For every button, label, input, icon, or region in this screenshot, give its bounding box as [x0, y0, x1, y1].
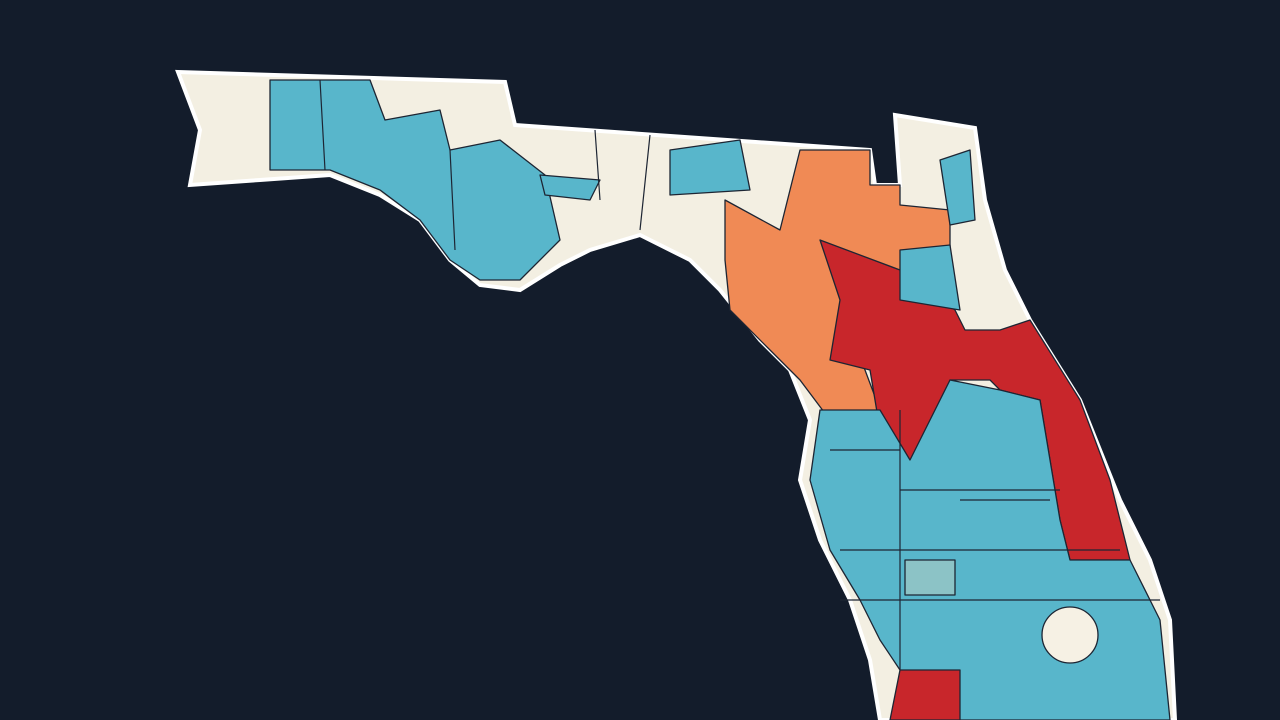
county-region-south-red	[889, 669, 961, 720]
county-region-big-bend	[539, 174, 601, 201]
county-lines	[319, 79, 1160, 670]
county-region-panhandle-west	[269, 79, 561, 281]
county-region-north-central	[669, 139, 751, 196]
county-region-highlight	[904, 559, 956, 596]
county-region-jacksonville	[939, 149, 976, 226]
lake-okeechobee	[1041, 606, 1099, 664]
county-region-northeast	[899, 244, 961, 311]
